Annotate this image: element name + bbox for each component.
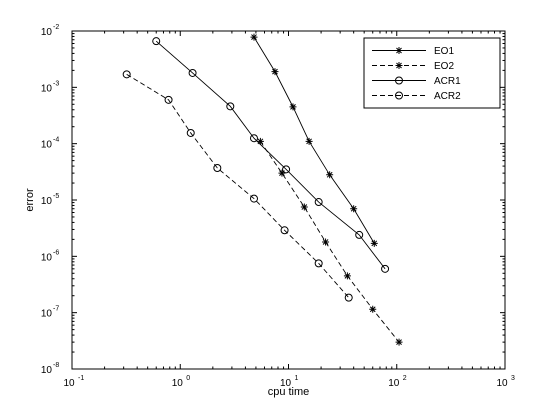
- data-point-eo1: [289, 103, 296, 110]
- legend-marker: [396, 47, 403, 54]
- data-point-eo1: [326, 171, 333, 178]
- x-tick-label-exponent: 1: [295, 375, 299, 382]
- x-tick-label-base: 10: [496, 378, 508, 389]
- data-point-eo2: [344, 272, 351, 279]
- y-tick-label-exponent: -6: [53, 249, 59, 256]
- y-tick-label-exponent: -2: [53, 24, 59, 31]
- y-tick-label-base: 10: [41, 365, 53, 376]
- x-tick-label-base: 10: [63, 378, 75, 389]
- legend-label: ACR1: [434, 76, 461, 87]
- data-point-eo1: [371, 240, 378, 247]
- y-axis-label: error: [24, 188, 36, 212]
- y-tick-label-exponent: -4: [53, 137, 59, 144]
- legend-label: ACR2: [434, 91, 461, 102]
- x-axis-label: cpu time: [268, 386, 310, 398]
- y-tick-label-base: 10: [41, 309, 53, 320]
- data-point-eo2: [301, 204, 308, 211]
- legend-marker: [396, 62, 403, 69]
- data-point-eo1: [250, 34, 257, 41]
- data-point-eo2: [369, 306, 376, 313]
- legend-label: EO1: [434, 46, 454, 57]
- y-tick-label-exponent: -3: [53, 80, 59, 87]
- x-tick-label-exponent: -1: [78, 375, 84, 382]
- y-tick-label-base: 10: [41, 140, 53, 151]
- y-tick-label-base: 10: [41, 252, 53, 263]
- y-tick-label-base: 10: [41, 83, 53, 94]
- data-point-eo2: [278, 170, 285, 177]
- y-tick-label-exponent: -8: [53, 362, 59, 369]
- x-tick-label-base: 10: [172, 378, 184, 389]
- y-tick-label-exponent: -5: [53, 193, 59, 200]
- data-point-eo2: [396, 339, 403, 346]
- legend-box: [364, 38, 500, 108]
- x-tick-label-exponent: 3: [511, 375, 515, 382]
- x-tick-label-base: 10: [388, 378, 400, 389]
- y-tick-label-exponent: -7: [53, 306, 59, 313]
- data-point-eo2: [322, 238, 329, 245]
- y-tick-label-base: 10: [41, 27, 53, 38]
- y-tick-label-base: 10: [41, 196, 53, 207]
- legend-label: EO2: [434, 61, 454, 72]
- data-point-eo1: [271, 68, 278, 75]
- data-point-eo1: [306, 138, 313, 145]
- data-point-eo1: [350, 205, 357, 212]
- legend: EO1 EO2 ACR1 ACR2: [364, 38, 500, 108]
- x-tick-label-exponent: 0: [186, 375, 190, 382]
- data-point-eo2: [257, 138, 264, 145]
- x-tick-label-exponent: 2: [403, 375, 407, 382]
